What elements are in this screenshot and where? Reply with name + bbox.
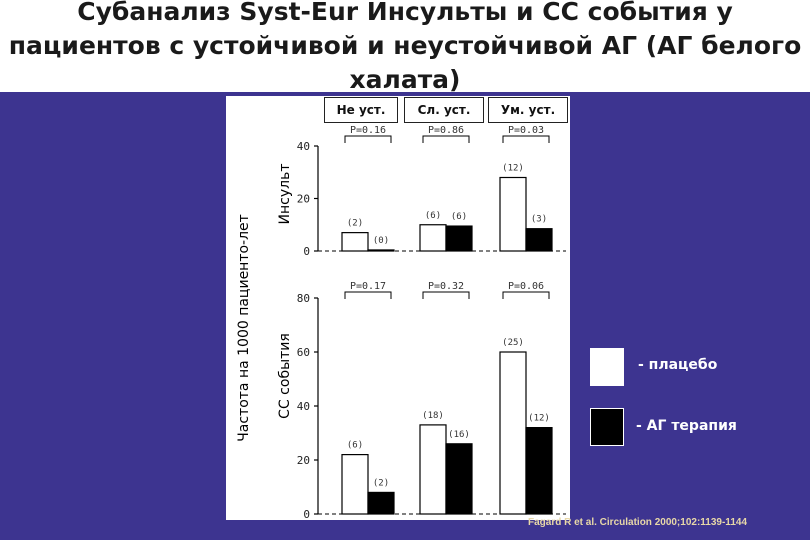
cv-bar-placebo (499, 351, 527, 515)
cv-bar-treatment (445, 443, 473, 515)
stroke-bar-count-label: (3) (531, 215, 547, 225)
cv-bar-count-label: (18) (422, 411, 444, 421)
cv-p-value: P=0.32 (428, 281, 464, 292)
legend-swatch-placebo (590, 348, 624, 386)
legend-label-placebo: - плацебо (638, 357, 718, 373)
cv-bar-placebo (341, 454, 369, 515)
chart-panel: 0 20 40 (2) (0) P=0.16 (6) (6) P=0.86 (12) (3) P=0.… (226, 96, 570, 520)
cv-y-tick-label: 60 (297, 346, 310, 359)
cv-bar-treatment (367, 491, 395, 515)
stroke-bar-count-label: (0) (373, 236, 389, 246)
legend-swatch-treatment (590, 408, 624, 446)
stroke-bar-count-label: (6) (451, 212, 467, 222)
stroke-bar-treatment (445, 225, 473, 252)
cv-bar-treatment (525, 427, 553, 515)
stroke-bar-placebo (499, 176, 527, 252)
stroke-p-value: P=0.16 (350, 125, 386, 136)
group-label-moderately-stable: Ум. уст. (488, 97, 568, 123)
stroke-bar-count-label: (2) (347, 219, 363, 229)
cv-bar-count-label: (16) (448, 430, 470, 440)
cv-bar-count-label: (6) (347, 441, 363, 451)
stroke-p-bracket (422, 135, 470, 143)
stroke-p-value: P=0.03 (508, 125, 544, 136)
slide-title: Субанализ Syst-Eur Инсульты и СС события… (8, 0, 802, 94)
stroke-bar-placebo (419, 224, 447, 252)
cv-p-bracket (502, 291, 550, 299)
stroke-bar-placebo (341, 232, 369, 252)
y-axis-common-label: Частота на 1000 пациенто-лет (236, 214, 252, 442)
group-label-unstable: Не уст. (324, 97, 398, 123)
stroke-bar-count-label: (12) (502, 164, 524, 174)
cv-y-tick-label: 0 (303, 508, 310, 520)
y-axis-label-cv-events: СС события (277, 333, 293, 419)
title-band: Субанализ Syst-Eur Инсульты и СС события… (0, 0, 810, 94)
stroke-y-tick-label: 20 (297, 193, 310, 206)
cv-p-bracket (344, 291, 392, 299)
group-label-slightly-stable: Сл. уст. (404, 97, 484, 123)
cv-bar-count-label: (2) (373, 478, 389, 488)
stroke-p-bracket (344, 135, 392, 143)
legend-label-treatment: - АГ терапия (636, 418, 737, 434)
cv-bar-placebo (419, 424, 447, 515)
cv-y-tick-label: 80 (297, 292, 310, 305)
cv-bar-count-label: (25) (502, 338, 524, 348)
stroke-y-tick-label: 0 (303, 245, 310, 258)
chart-svg: 0 20 40 (2) (0) P=0.16 (6) (6) P=0.86 (12) (3) P=0.… (297, 125, 566, 520)
y-axis-label-stroke: Инсульт (277, 163, 293, 225)
cv-y-tick-label: 20 (297, 454, 310, 467)
cv-p-value: P=0.06 (508, 281, 544, 292)
citation: Fagard R et al. Circulation 2000;102:113… (528, 517, 747, 528)
cv-bar-count-label: (12) (528, 414, 550, 424)
stroke-p-bracket (502, 135, 550, 143)
stroke-p-value: P=0.86 (428, 125, 464, 136)
cv-p-value: P=0.17 (350, 281, 386, 292)
stroke-bar-count-label: (6) (425, 211, 441, 221)
stroke-y-tick-label: 40 (297, 140, 310, 153)
cv-y-tick-label: 40 (297, 400, 310, 413)
stroke-bar-treatment (525, 228, 553, 252)
cv-p-bracket (422, 291, 470, 299)
